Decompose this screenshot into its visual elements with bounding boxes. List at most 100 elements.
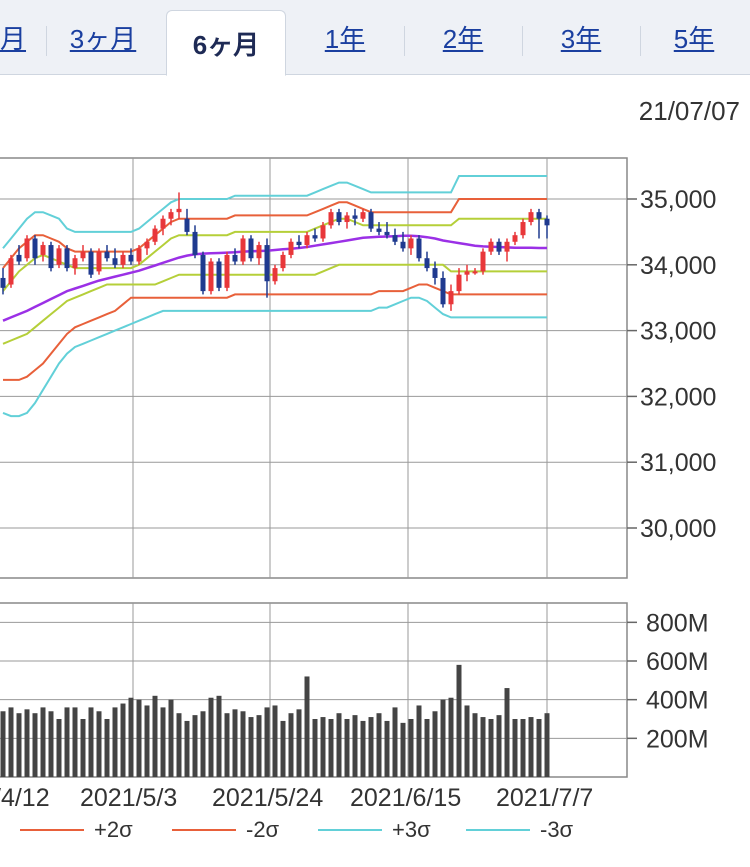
candlestick [208, 261, 214, 292]
volume-bar [48, 711, 54, 777]
tab-separator [640, 26, 641, 56]
candlestick [280, 254, 286, 269]
candlestick [536, 212, 542, 219]
candlestick [296, 241, 302, 246]
volume-bar [456, 664, 462, 777]
volume-bar [368, 717, 374, 777]
legend-label: +3σ [392, 817, 431, 842]
volume-bar [40, 707, 46, 777]
volume-bar [96, 711, 102, 777]
volume-bar [400, 722, 406, 777]
volume-bar [376, 713, 382, 777]
legend-label: -3σ [540, 817, 574, 842]
candlestick [248, 238, 254, 259]
candlestick [96, 251, 102, 272]
volume-bar [536, 719, 542, 777]
candlestick [400, 241, 406, 249]
volume-bar [8, 707, 14, 777]
tab-6-months[interactable]: 6ヶ月 [166, 10, 286, 76]
legend-swatch [172, 829, 236, 831]
plus1-sigma-line [2, 217, 547, 292]
candlestick [464, 271, 470, 275]
volume-bar [104, 719, 110, 777]
x-axis-date-label: 2021/5/3 [80, 784, 177, 810]
candlestick [512, 235, 518, 242]
candlestick [32, 238, 38, 259]
volume-bar [384, 720, 390, 777]
candlestick [440, 277, 446, 305]
tab-3-months[interactable]: 3ヶ月 [69, 23, 137, 54]
chart-legend: +2σ -2σ +3σ -3σ [0, 812, 750, 852]
candlestick [432, 268, 438, 278]
volume-bar [232, 709, 238, 777]
tab-1-year[interactable]: 1年 [324, 23, 366, 54]
candlestick [408, 238, 414, 249]
candlestick [376, 228, 382, 232]
tab-5-years[interactable]: 5年 [673, 23, 715, 54]
period-tab-bar: 月 3ヶ月 6ヶ月 1年 2年 3年 5年 [0, 0, 750, 76]
legend-swatch [466, 829, 530, 831]
volume-bar [408, 719, 414, 777]
legend-minus2-sigma: -2σ [172, 812, 279, 848]
candlestick [272, 268, 278, 282]
candlestick [456, 274, 462, 292]
candlestick [312, 235, 318, 239]
tab-2-years[interactable]: 2年 [442, 23, 484, 54]
moving-average-line [2, 234, 547, 322]
volume-bar [168, 699, 174, 777]
volume-bar [528, 717, 534, 777]
volume-bar [480, 717, 486, 777]
volume-bar [320, 717, 326, 777]
volume-bar [0, 711, 6, 777]
price-tick-label: 33,000 [640, 318, 716, 346]
candlestick [120, 254, 126, 265]
candlestick [16, 254, 22, 262]
candlestick [56, 248, 62, 265]
candlestick [416, 238, 422, 259]
candlestick [320, 225, 326, 239]
volume-bar [504, 688, 510, 777]
candlestick [216, 261, 222, 288]
candlestick [448, 291, 454, 305]
candlestick [128, 254, 134, 262]
volume-bar [216, 695, 222, 777]
volume-bar [240, 711, 246, 777]
candlestick [40, 245, 46, 255]
price-tick-label: 30,000 [640, 515, 716, 543]
volume-bar [512, 719, 518, 777]
volume-bar [472, 713, 478, 777]
candlestick [192, 231, 198, 255]
candlestick [424, 258, 430, 269]
volume-bar [120, 703, 126, 777]
price-tick-label: 35,000 [640, 186, 716, 214]
candlestick [88, 251, 94, 275]
candlestick [520, 222, 526, 236]
volume-bar [200, 711, 206, 777]
volume-bar [520, 719, 526, 777]
volume-bar [184, 720, 190, 777]
volume-bar [64, 707, 70, 777]
tab-1-month[interactable]: 月 [0, 23, 27, 54]
candlestick [472, 271, 478, 274]
candlestick [384, 231, 390, 236]
candlestick [8, 258, 14, 285]
candlestick [232, 254, 238, 262]
plus3-sigma-line [2, 175, 547, 249]
volume-bar [432, 711, 438, 777]
volume-bar [264, 707, 270, 777]
volume-bar [80, 719, 86, 777]
volume-tick-label: 200M [646, 725, 709, 753]
candlestick [240, 238, 246, 262]
candlestick [256, 245, 262, 259]
volume-bar [440, 699, 446, 777]
volume-bar [336, 713, 342, 777]
candlestick [104, 251, 110, 259]
price-tick-label: 32,000 [640, 383, 716, 411]
candlestick [168, 212, 174, 219]
legend-swatch [318, 829, 382, 831]
tab-3-years[interactable]: 3年 [560, 23, 602, 54]
x-axis-date-label: /4/12 [0, 784, 50, 810]
price-tick-label: 31,000 [640, 449, 716, 477]
volume-bar [176, 713, 182, 777]
volume-bar [392, 707, 398, 777]
